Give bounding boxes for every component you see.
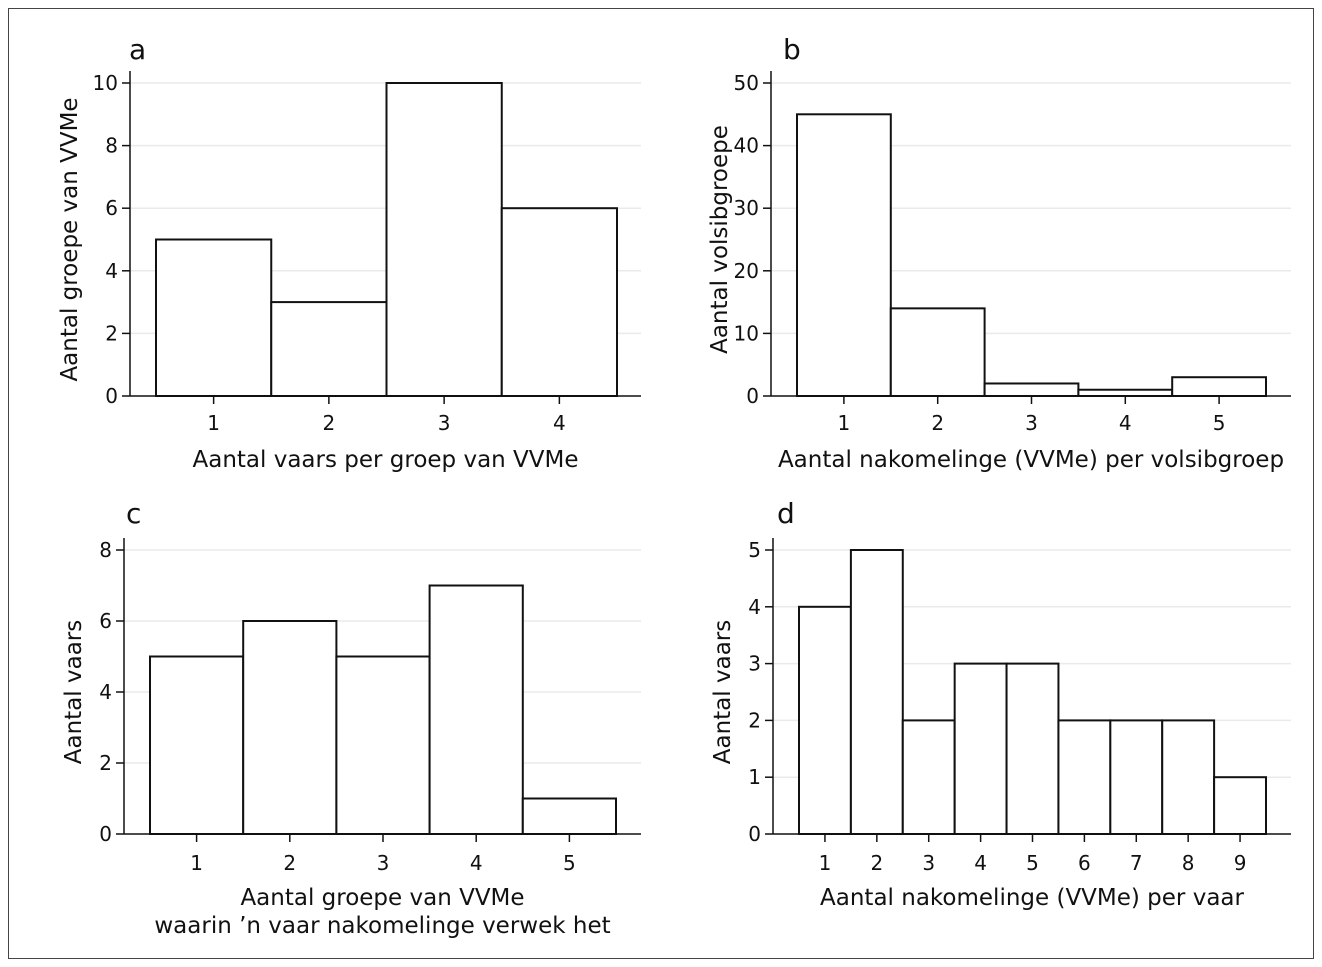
panel-c-x-tick-label-1: 1 xyxy=(190,851,203,875)
panel-d-x-tick-label-6: 6 xyxy=(1078,851,1091,875)
panel-a-bar-1 xyxy=(155,238,273,397)
panel-b-bar-2 xyxy=(889,307,986,397)
panel-b-x-tick-label-3: 3 xyxy=(1025,411,1038,435)
panel-d-bar-5 xyxy=(1005,662,1060,835)
panel-c-bar-2 xyxy=(242,620,338,835)
panel-d-y-axis-title: Aantal vaars xyxy=(710,620,736,764)
panel-d-y-tick-label-4: 4 xyxy=(748,595,761,619)
panel-b-x-tick-label-2: 2 xyxy=(931,411,944,435)
panel-d-x-tick-label-7: 7 xyxy=(1130,851,1143,875)
panel-a-y-axis-title: Aantal groepe van VVMe xyxy=(57,97,83,381)
panel-c-bar-3 xyxy=(335,655,431,835)
panel-a-x-tick-label-4: 4 xyxy=(553,411,566,435)
panel-d-x-axis-title: Aantal nakomelinge (VVMe) per vaar xyxy=(820,885,1244,911)
panel-c-bar-5 xyxy=(521,797,617,835)
panel-a-y-tick-label-1: 2 xyxy=(105,321,118,345)
panel-d-bar-1 xyxy=(798,605,852,835)
panel-b-bar-3 xyxy=(983,382,1080,398)
panel-d-x-tick-label-2: 2 xyxy=(870,851,883,875)
panel-a-y-tick-label-5: 10 xyxy=(93,71,118,95)
panel-d-x-tick-label-4: 4 xyxy=(974,851,987,875)
panel-d-bar-3 xyxy=(901,719,956,836)
panel-c-bar-4 xyxy=(428,584,524,835)
panel-c-bar-1 xyxy=(149,655,245,835)
panel-c-x-tick-label-3: 3 xyxy=(377,851,390,875)
panel-c-x-tick-label-5: 5 xyxy=(563,851,576,875)
panel-c-letter: c xyxy=(126,497,141,530)
panel-d-bar-2 xyxy=(849,549,904,835)
panel-b-y-tick-label-4: 40 xyxy=(734,134,759,158)
panel-c-y-tick-label-3: 6 xyxy=(99,609,112,633)
panel-d-x-tick-label-5: 5 xyxy=(1026,851,1039,875)
panel-c-x-axis-title-line-2: waarin ’n vaar nakomelinge verwek het xyxy=(154,913,610,939)
panel-a-letter: a xyxy=(129,33,146,66)
panel-b-bar-1 xyxy=(796,113,892,398)
panel-b-x-tick-label-1: 1 xyxy=(838,411,851,435)
panel-c-y-tick-label-1: 2 xyxy=(99,751,112,775)
panel-b-x-tick-label-5: 5 xyxy=(1213,411,1226,435)
panel-a-y-tick-label-3: 6 xyxy=(105,196,118,220)
panel-a-y-tick-label-0: 0 xyxy=(105,384,118,408)
panel-c-x-tick-label-2: 2 xyxy=(283,851,296,875)
panel-a-y-tick-label-4: 8 xyxy=(105,134,118,158)
panel-d-x-tick-label-3: 3 xyxy=(922,851,935,875)
panel-a-x-tick-label-1: 1 xyxy=(207,411,220,435)
panel-d-bar-8 xyxy=(1161,719,1216,836)
panel-d-x-tick-label-8: 8 xyxy=(1182,851,1195,875)
panel-b-y-axis-title: Aantal volsibgroepe xyxy=(707,125,733,354)
panel-d-x-tick-label-9: 9 xyxy=(1234,851,1247,875)
panel-a-x-tick-label-3: 3 xyxy=(438,411,451,435)
panel-c-y-tick-label-0: 0 xyxy=(99,822,112,846)
panel-c-y-axis-title: Aantal vaars xyxy=(61,620,87,764)
panel-b-y-tick-label-5: 50 xyxy=(734,71,759,95)
panel-d-y-tick-label-1: 1 xyxy=(748,765,761,789)
panel-d-y-tick-label-3: 3 xyxy=(748,652,761,676)
panel-a-x-axis-title: Aantal vaars per groep van VVMe xyxy=(192,447,578,473)
panel-d-y-tick-label-0: 0 xyxy=(748,822,761,846)
panel-d-y-tick-label-2: 2 xyxy=(748,708,761,732)
panel-b-x-axis-title: Aantal nakomelinge (VVMe) per volsibgroe… xyxy=(778,447,1284,473)
panel-b-y-tick-label-0: 0 xyxy=(746,384,759,408)
panel-c-x-axis-title: Aantal groepe van VVMe xyxy=(240,885,524,911)
panel-a-x-tick-label-2: 2 xyxy=(323,411,336,435)
panel-d-y-tick-label-5: 5 xyxy=(748,538,761,562)
panel-d-letter: d xyxy=(777,497,795,530)
panel-b-y-tick-label-2: 20 xyxy=(734,259,759,283)
panel-d-bar-4 xyxy=(953,662,1008,835)
panel-b-x-tick-label-4: 4 xyxy=(1119,411,1132,435)
panel-a-bar-3 xyxy=(385,82,503,397)
figure-frame: 0 2 4 6 8 10 1 2 3 4 Aantal vaars per groep van VV… xyxy=(8,8,1314,959)
panel-a-y-tick-label-2: 4 xyxy=(105,259,118,283)
panel-b-letter: b xyxy=(783,33,801,66)
panel-b-y-tick-label-1: 10 xyxy=(734,321,759,345)
panel-b-bar-4 xyxy=(1077,388,1174,397)
panel-d-bar-9 xyxy=(1213,776,1267,836)
panel-b-bar-5 xyxy=(1171,376,1267,398)
panel-c-y-tick-label-2: 4 xyxy=(99,680,112,704)
panel-b-y-tick-label-3: 30 xyxy=(734,196,759,220)
panel-a-bar-4 xyxy=(500,207,618,397)
panel-c-x-tick-label-4: 4 xyxy=(470,851,483,875)
panel-d-x-tick-label-1: 1 xyxy=(819,851,832,875)
panel-d-bar-7 xyxy=(1109,719,1164,836)
panel-a-bar-2 xyxy=(270,301,388,398)
panel-c-y-tick-label-4: 8 xyxy=(99,538,112,562)
panel-d-bar-6 xyxy=(1057,719,1112,836)
